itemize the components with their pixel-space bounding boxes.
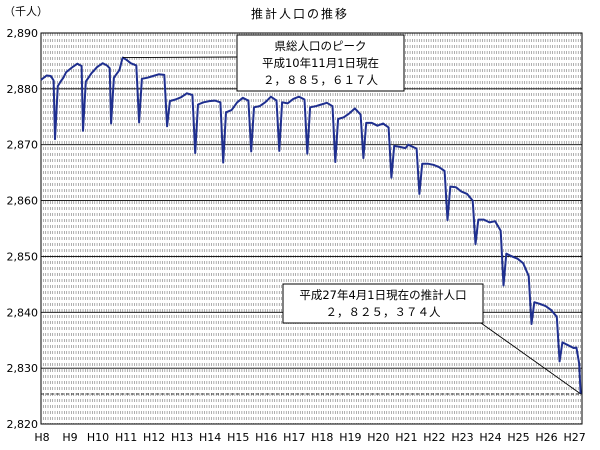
plot-frame	[40, 32, 583, 425]
x-tick-label: H24	[479, 431, 501, 444]
series-line	[40, 56, 582, 394]
y-tick-label: 2,880	[7, 83, 39, 96]
peak-annotation-connector	[122, 56, 238, 59]
x-tick-label: H26	[535, 431, 557, 444]
x-tick-label: H13	[171, 431, 193, 444]
chart-title: 推計人口の推移	[250, 7, 349, 21]
x-tick-label: H27	[563, 431, 585, 444]
y-tick-label: 2,890	[7, 27, 39, 40]
latest-annotation-line: ２，８２５，３７４人	[326, 305, 441, 319]
y-tick-label: 2,850	[7, 250, 39, 263]
y-tick-label: 2,860	[7, 195, 39, 208]
x-tick-label: H15	[227, 431, 249, 444]
x-tick-label: H11	[115, 431, 137, 444]
latest-annotation-box	[282, 283, 484, 324]
x-tick-label: H9	[62, 431, 77, 444]
x-tick-label: H10	[87, 431, 109, 444]
latest-annotation-line: 平成27年4月1日現在の推計人口	[299, 288, 466, 302]
x-tick-label: H18	[311, 431, 333, 444]
peak-annotation-box	[236, 34, 405, 92]
x-tick-label: H14	[199, 431, 221, 444]
x-tick-label: H23	[451, 431, 473, 444]
y-tick-label: 2,830	[7, 362, 39, 375]
y-tick-label: 2,820	[7, 418, 39, 431]
peak-annotation-line: 県総人口のピーク	[275, 39, 367, 53]
x-tick-label: H25	[507, 431, 529, 444]
x-tick-label: H19	[339, 431, 361, 444]
x-tick-label: H17	[283, 431, 305, 444]
x-tick-label: H16	[255, 431, 277, 444]
x-tick-label: H12	[143, 431, 165, 444]
x-tick-label: H20	[367, 431, 389, 444]
y-tick-label: 2,840	[7, 306, 39, 319]
x-tick-label: H22	[423, 431, 445, 444]
y-tick-label: 2,870	[7, 139, 39, 152]
x-tick-label: H21	[395, 431, 417, 444]
peak-annotation-line: ２，８８５，６１７人	[263, 73, 378, 87]
latest-annotation-connector	[480, 322, 581, 395]
x-tick-label: H8	[34, 431, 49, 444]
unit-label: （千人）	[4, 5, 48, 18]
peak-annotation-line: 平成10年11月1日現在	[262, 56, 379, 70]
